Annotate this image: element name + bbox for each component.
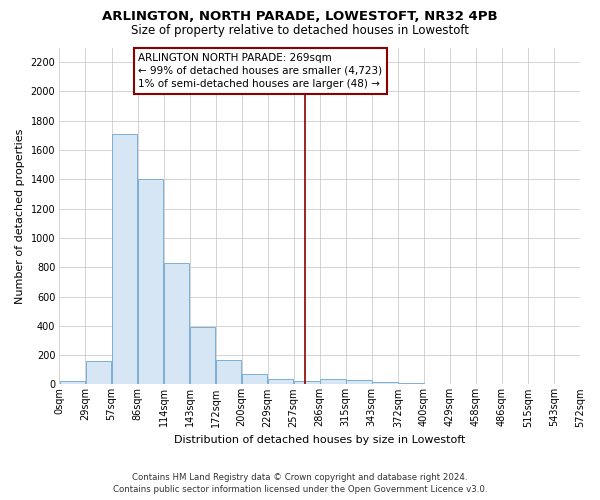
Bar <box>268 380 293 384</box>
Bar <box>320 380 346 384</box>
Bar <box>242 374 268 384</box>
Text: Contains HM Land Registry data © Crown copyright and database right 2024.
Contai: Contains HM Land Registry data © Crown c… <box>113 472 487 494</box>
Bar <box>294 380 320 384</box>
Text: ARLINGTON, NORTH PARADE, LOWESTOFT, NR32 4PB: ARLINGTON, NORTH PARADE, LOWESTOFT, NR32… <box>102 10 498 23</box>
Text: Size of property relative to detached houses in Lowestoft: Size of property relative to detached ho… <box>131 24 469 37</box>
Bar <box>86 361 111 384</box>
Y-axis label: Number of detached properties: Number of detached properties <box>15 128 25 304</box>
Bar <box>398 383 424 384</box>
Bar <box>216 360 241 384</box>
Bar <box>372 382 398 384</box>
Text: ARLINGTON NORTH PARADE: 269sqm
← 99% of detached houses are smaller (4,723)
1% o: ARLINGTON NORTH PARADE: 269sqm ← 99% of … <box>139 52 383 89</box>
Bar <box>60 382 85 384</box>
Bar <box>164 263 190 384</box>
Bar <box>190 328 215 384</box>
X-axis label: Distribution of detached houses by size in Lowestoft: Distribution of detached houses by size … <box>174 435 466 445</box>
Bar <box>112 134 137 384</box>
Bar <box>346 380 371 384</box>
Bar <box>138 180 163 384</box>
